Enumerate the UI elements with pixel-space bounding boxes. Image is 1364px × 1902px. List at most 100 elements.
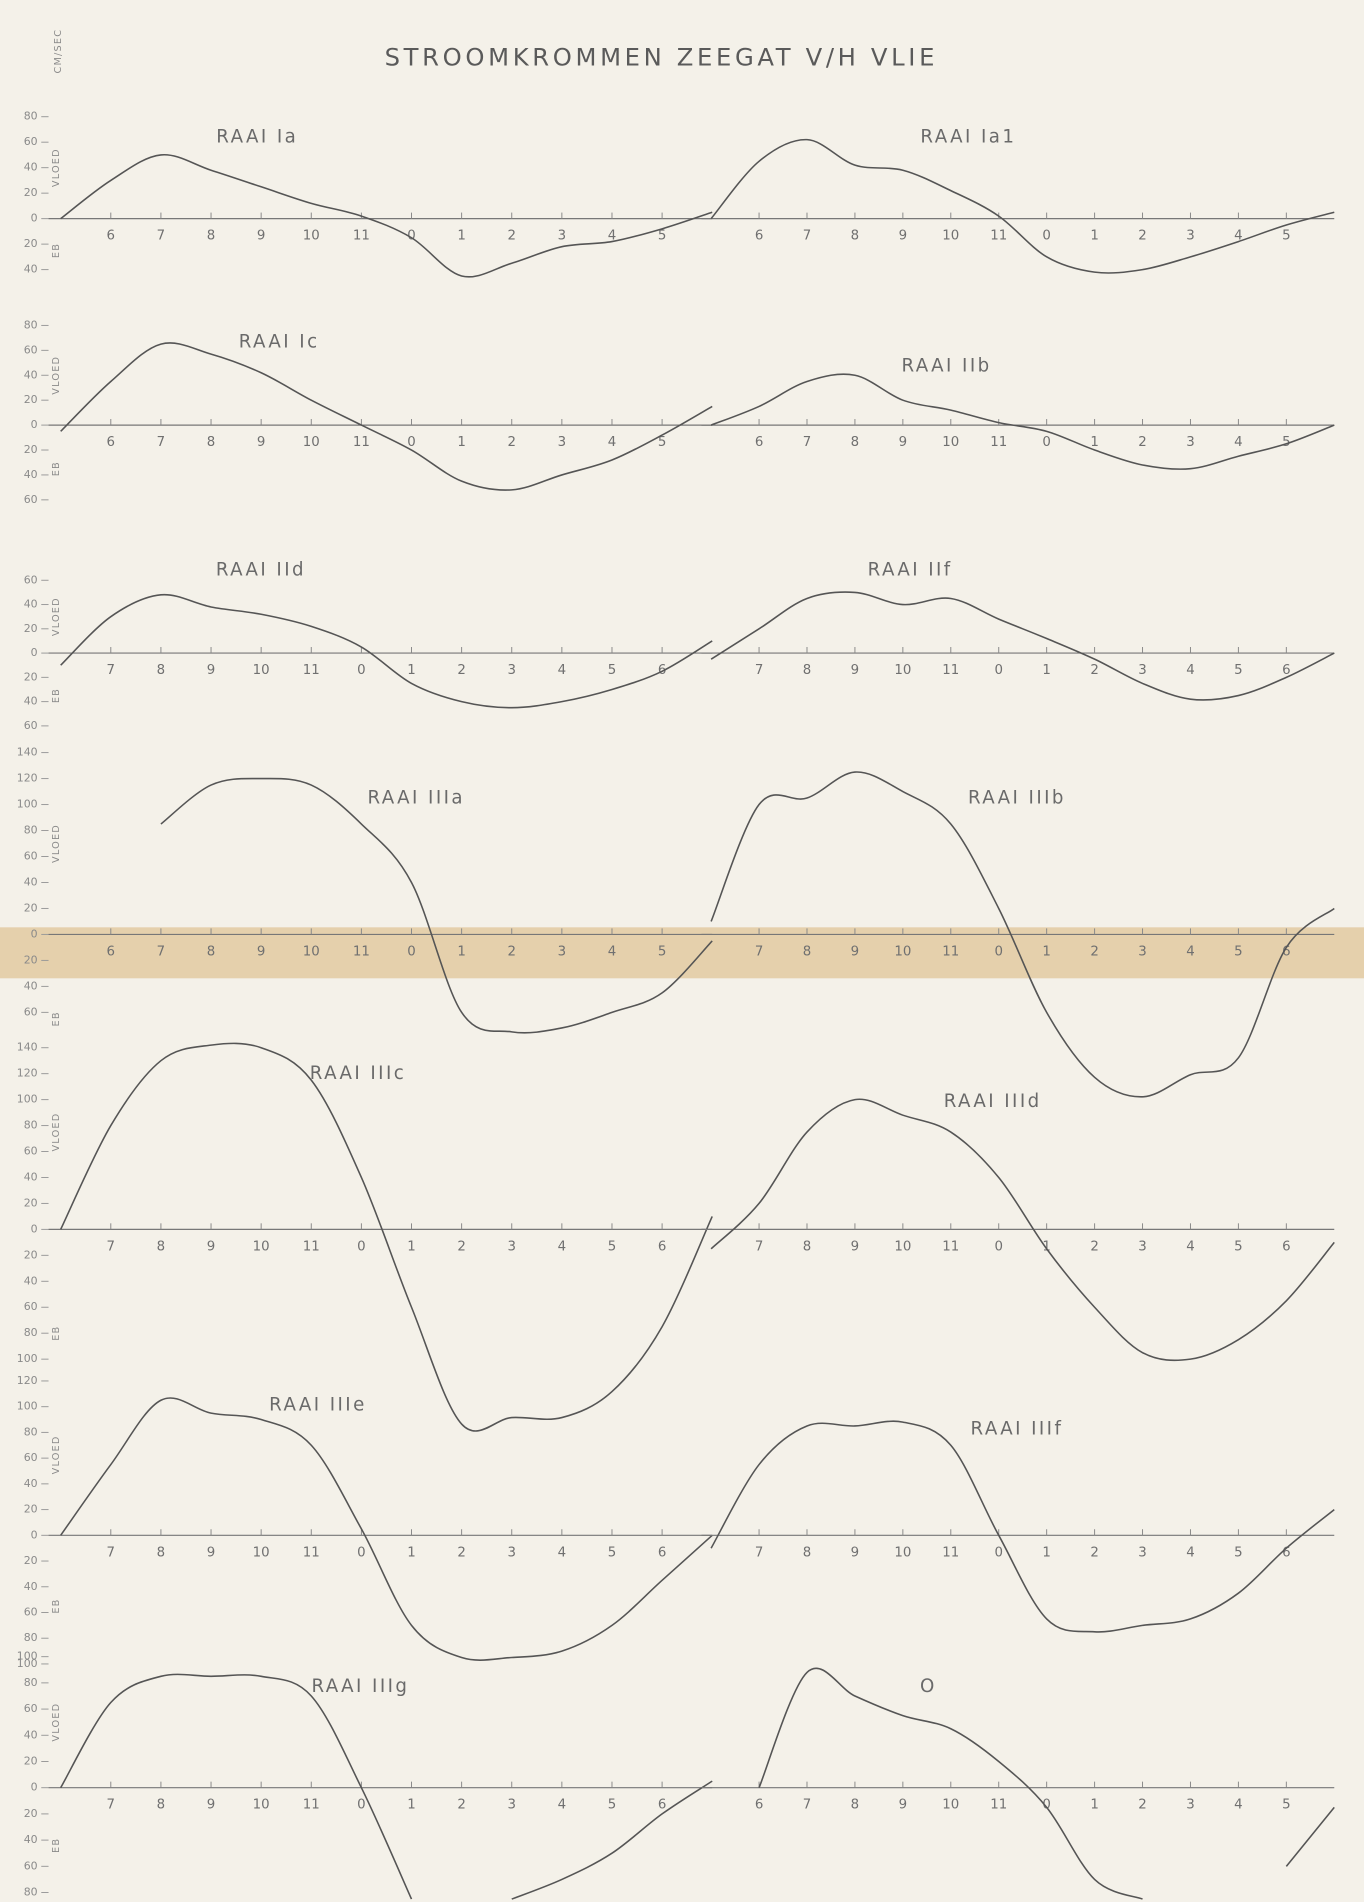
current-curve (59, 1042, 713, 1432)
y-label-down: EB (51, 243, 62, 258)
current-curve (60, 593, 713, 709)
x-tick-label: 0 (994, 1545, 1002, 1560)
y-tick-label: 0 (31, 418, 38, 431)
x-tick-label: 5 (1282, 435, 1290, 450)
chart-title: RAAI IIIf (971, 1419, 1064, 1440)
x-tick-label: 4 (608, 229, 616, 244)
x-tick-label: 11 (990, 1798, 1007, 1813)
x-tick-label: 5 (1234, 1239, 1242, 1254)
y-tick-label: 100 (17, 1352, 38, 1365)
x-tick-label: 6 (755, 229, 763, 244)
x-tick-label: 6 (1282, 663, 1290, 678)
x-tick-label: 0 (994, 944, 1002, 959)
y-tick-label: 80 (24, 824, 38, 837)
x-tick-label: 7 (157, 229, 165, 244)
x-tick-label: 0 (994, 1239, 1002, 1254)
x-tick-label: 0 (407, 435, 415, 450)
x-tick-label: 7 (157, 944, 165, 959)
x-tick-label: 7 (107, 1798, 115, 1813)
x-tick-label: 9 (899, 1798, 907, 1813)
x-tick-label: 5 (608, 1239, 616, 1254)
y-tick-label: 20 (24, 443, 38, 456)
x-tick-label: 1 (1042, 1545, 1050, 1560)
y-tick-label: 60 (24, 1145, 38, 1158)
y-label-down: EB (51, 1598, 62, 1613)
x-tick-label: 10 (303, 435, 320, 450)
x-tick-label: 10 (253, 1798, 270, 1813)
x-tick-label: 1 (1042, 663, 1050, 678)
y-tick-label: 60 (24, 1605, 38, 1618)
y-tick-label: 80 (24, 110, 38, 123)
x-tick-label: 10 (253, 1545, 270, 1560)
x-tick-label: 0 (357, 663, 365, 678)
y-tick-label: 20 (24, 393, 38, 406)
x-tick-label: 0 (1042, 1798, 1050, 1813)
x-tick-label: 7 (157, 435, 165, 450)
x-tick-label: 9 (899, 229, 907, 244)
current-curve (758, 1667, 1335, 1900)
y-tick-label: 100 (17, 1650, 38, 1663)
x-tick-label: 4 (608, 435, 616, 450)
y-tick-label: 20 (24, 622, 38, 635)
y-tick-label: 40 (24, 979, 38, 992)
x-tick-label: 11 (942, 944, 959, 959)
y-tick-label: 0 (31, 212, 38, 225)
y-label-down: EB (51, 461, 62, 476)
y-tick-label: 40 (24, 875, 38, 888)
x-tick-label: 5 (608, 1545, 616, 1560)
y-tick-label: 20 (24, 1554, 38, 1567)
y-tick-label: 40 (24, 1170, 38, 1183)
x-tick-label: 3 (1138, 1239, 1146, 1254)
x-tick-label: 1 (1090, 1798, 1098, 1813)
chart-title: RAAI IId (216, 560, 306, 581)
x-tick-label: 3 (508, 1798, 516, 1813)
x-tick-label: 10 (303, 944, 320, 959)
x-tick-label: 11 (990, 229, 1007, 244)
y-tick-label: 100 (17, 1657, 38, 1670)
x-tick-label: 4 (608, 944, 616, 959)
x-tick-label: 9 (257, 229, 265, 244)
y-tick-label: 0 (31, 646, 38, 659)
x-tick-label: 8 (207, 435, 215, 450)
y-tick-label: 40 (24, 1728, 38, 1741)
y-tick-label: 80 (24, 1326, 38, 1339)
x-tick-label: 7 (803, 1798, 811, 1813)
y-tick-label: 40 (24, 1274, 38, 1287)
y-tick-label: 40 (24, 598, 38, 611)
y-tick-label: 60 (24, 573, 38, 586)
x-tick-label: 7 (803, 435, 811, 450)
x-tick-label: 9 (851, 1239, 859, 1254)
x-tick-label: 10 (942, 229, 959, 244)
x-tick-label: 1 (457, 944, 465, 959)
y-tick-label: 60 (24, 1005, 38, 1018)
x-tick-label: 9 (899, 435, 907, 450)
x-tick-label: 6 (1282, 944, 1290, 959)
x-tick-label: 6 (107, 229, 115, 244)
current-curve (710, 373, 1335, 470)
y-label-down: EB (51, 1838, 62, 1853)
y-tick-label: 120 (17, 772, 38, 785)
chart-title: O (920, 1676, 937, 1697)
x-tick-label: 7 (755, 1239, 763, 1254)
x-tick-label: 3 (558, 229, 566, 244)
x-tick-label: 5 (658, 229, 666, 244)
x-tick-label: 11 (353, 944, 370, 959)
x-tick-label: 10 (942, 1798, 959, 1813)
x-tick-label: 4 (558, 663, 566, 678)
y-tick-label: 40 (24, 368, 38, 381)
x-tick-label: 11 (990, 435, 1007, 450)
x-tick-label: 1 (1090, 229, 1098, 244)
x-tick-label: 7 (803, 229, 811, 244)
x-tick-label: 10 (894, 1239, 911, 1254)
y-label-down: EB (51, 1326, 62, 1341)
y-tick-label: 20 (24, 1196, 38, 1209)
x-tick-label: 4 (558, 1239, 566, 1254)
current-curve (710, 1098, 1335, 1362)
x-tick-label: 3 (558, 944, 566, 959)
x-tick-label: 8 (157, 1798, 165, 1813)
x-tick-label: 4 (558, 1798, 566, 1813)
x-tick-label: 0 (357, 1239, 365, 1254)
x-tick-label: 8 (157, 663, 165, 678)
x-tick-label: 5 (658, 944, 666, 959)
